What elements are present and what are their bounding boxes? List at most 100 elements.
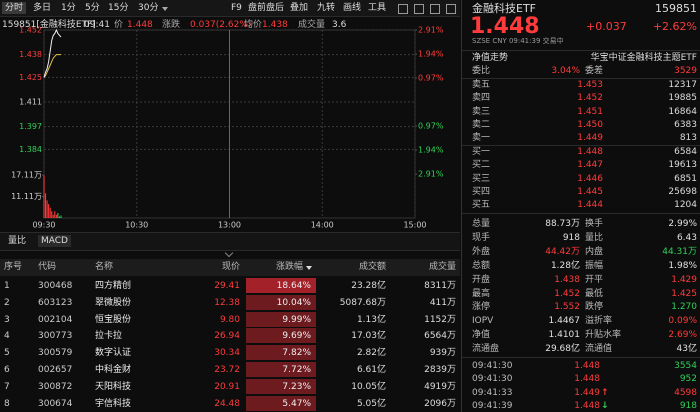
toolbar-icon[interactable] — [430, 4, 440, 14]
tool-button[interactable]: F9 — [231, 3, 242, 13]
table-cell: 4 — [4, 331, 10, 342]
chart-time: 09:41 — [84, 20, 110, 30]
y-tick-label: 1.425 — [19, 73, 42, 82]
toolbar-icon[interactable] — [414, 4, 424, 14]
table-cell: 6564万 — [424, 331, 456, 342]
stat-label: 开盘 — [472, 274, 491, 285]
column-header[interactable]: 成交量 — [428, 262, 456, 272]
indicator-tab[interactable]: 量比 — [8, 236, 27, 246]
trade-arrow: ↑ — [601, 387, 609, 398]
indicator-tab[interactable]: MACD — [38, 235, 71, 247]
intraday-chart: 1.452 1.438 1.425 1.411 1.397 1.384 2.91% 1.94%… — [11, 26, 444, 230]
book-label: 卖三 — [472, 106, 491, 117]
timeframe-tab[interactable]: 分时 — [2, 2, 27, 14]
x-tick-label: 13:00 — [218, 221, 241, 230]
stat-value: 43亿 — [676, 344, 697, 355]
table-cell[interactable]: 天阳科技 — [95, 381, 132, 392]
stat-label: 现手 — [472, 232, 491, 243]
tool-button[interactable]: 工具 — [368, 3, 387, 13]
dropdown-caret[interactable] — [162, 7, 168, 11]
table-cell: 2 — [4, 297, 10, 308]
volume-bar — [43, 175, 45, 218]
book-price: 1.446 — [577, 173, 603, 184]
trade-price: 1.448 — [574, 374, 600, 385]
column-header[interactable]: 序号 — [4, 262, 23, 272]
volume-bar — [52, 214, 54, 218]
timeframe-tab[interactable]: 多日 — [33, 3, 52, 13]
chart-label: 成交量 — [298, 20, 326, 30]
volume-bar — [54, 211, 56, 218]
table-cell: 12.38 — [214, 297, 240, 308]
chart-avg: 1.438 — [262, 20, 288, 30]
stat-label: 开平 — [585, 274, 604, 285]
table-cell: 17.03亿 — [351, 331, 386, 342]
timeframe-tab[interactable]: 1分 — [61, 3, 76, 13]
quote-price: 1.448 — [470, 14, 540, 39]
ratio-value: 3.04% — [551, 66, 580, 76]
trade-price: 1.448 — [574, 361, 600, 371]
book-volume: 1204 — [674, 200, 697, 211]
table-cell[interactable]: 四方精创 — [95, 281, 132, 291]
table-cell: 9.99% — [282, 314, 311, 325]
sort-indicator[interactable] — [306, 266, 312, 270]
y2-tick-label: 1.94% — [418, 146, 444, 155]
stat-value: 44.31万 — [662, 246, 697, 257]
table-cell[interactable]: 宇信科技 — [95, 398, 132, 409]
column-header[interactable]: 代码 — [38, 262, 57, 272]
timeframe-tab[interactable]: 5分 — [85, 3, 100, 13]
table-cell[interactable]: 数字认证 — [95, 348, 132, 359]
table-cell: 7 — [4, 381, 10, 392]
stat-value: 1.4467 — [548, 316, 581, 327]
table-cell: 26.94 — [214, 331, 240, 342]
stat-value: 88.73万 — [545, 219, 580, 229]
stat-value: 2.69% — [668, 330, 697, 341]
chart-price: 1.448 — [127, 20, 153, 30]
trade-volume: 952 — [679, 374, 697, 385]
quote-status: SZSE CNY 09:41:39 交易中 — [472, 37, 564, 45]
x-tick-label: 09:30 — [32, 221, 55, 230]
timeframe-tab[interactable]: 30分 — [138, 3, 159, 13]
toolbar-icon[interactable] — [446, 4, 456, 14]
table-cell: 23.72 — [214, 365, 240, 375]
table-cell: 002657 — [38, 365, 73, 375]
table-cell: 4919万 — [424, 381, 456, 392]
table-cell: 5 — [4, 348, 10, 359]
column-header[interactable]: 名称 — [95, 262, 114, 272]
stat-label: 振幅 — [585, 260, 604, 271]
tool-button[interactable]: 叠加 — [290, 3, 309, 13]
table-cell: 9.80 — [219, 314, 240, 325]
toolbar-icon[interactable] — [398, 4, 408, 14]
tool-button[interactable]: 画线 — [343, 3, 362, 13]
tool-button[interactable]: 盘前盘后 — [248, 3, 285, 13]
quote-change: +0.037 — [586, 20, 627, 33]
table-cell[interactable]: 拉卡拉 — [95, 331, 123, 342]
table-cell: 23.28亿 — [351, 281, 386, 291]
book-price: 1.452 — [577, 93, 603, 104]
column-header[interactable]: 涨跌幅 — [275, 262, 303, 272]
trade-arrow: ↓ — [601, 401, 609, 412]
table-cell[interactable]: 恒宝股份 — [95, 314, 132, 325]
table-cell[interactable]: 翠微股份 — [95, 297, 132, 308]
timeframe-tab[interactable]: 15分 — [108, 3, 129, 13]
stat-value: 1.452 — [554, 288, 580, 299]
stat-label: 换手 — [585, 219, 604, 229]
column-header[interactable]: 成交额 — [358, 262, 386, 272]
column-header[interactable]: 现价 — [221, 262, 240, 272]
stat-label: 溢折率 — [585, 316, 613, 327]
trade-time: 09:41:39 — [472, 401, 513, 412]
table-cell: 3 — [4, 314, 10, 325]
table-cell: 939万 — [429, 348, 456, 359]
indicator-bar — [0, 232, 460, 251]
table-cell: 5.47% — [282, 398, 311, 409]
table-cell[interactable]: 中科金财 — [95, 365, 132, 375]
nav-trend[interactable]: 净值走势 — [472, 53, 509, 63]
stat-label: 升贴水率 — [585, 330, 622, 341]
panel-divider — [461, 0, 462, 412]
trade-volume: 3554 — [674, 361, 697, 371]
trade-time: 09:41:30 — [472, 374, 513, 385]
volume-bar — [48, 204, 50, 218]
chart-label: 价 — [114, 20, 124, 30]
tool-button[interactable]: 九转 — [317, 3, 336, 13]
change-cell-bg — [246, 328, 316, 344]
